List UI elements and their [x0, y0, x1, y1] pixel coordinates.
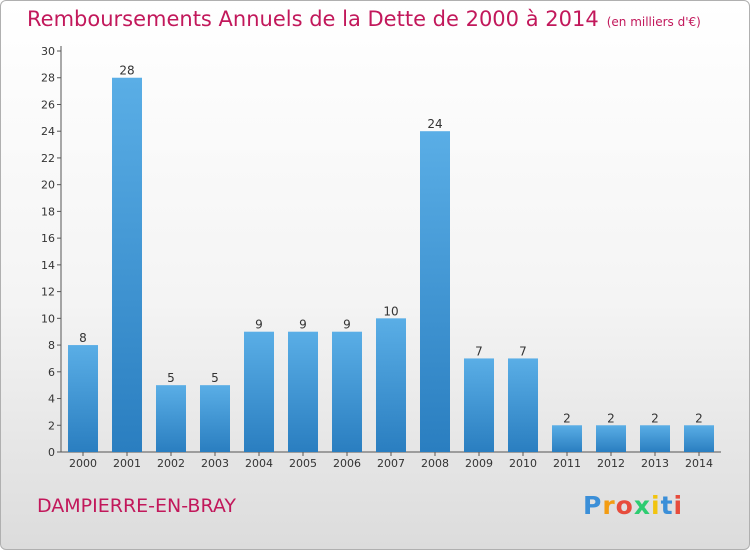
- brand-logo-letter: i: [651, 491, 661, 520]
- brand-logo-letter: i: [673, 491, 684, 520]
- y-tick-label: 12: [41, 286, 55, 299]
- x-tick-label: 2002: [157, 457, 185, 470]
- chart-subtitle: (en milliers d'€): [606, 15, 701, 29]
- bar: [552, 425, 582, 452]
- bar: [244, 331, 274, 452]
- data-label: 5: [167, 371, 175, 385]
- brand-logo-letter: x: [633, 491, 651, 520]
- location-name: DAMPIERRE-EN-BRAY: [37, 495, 237, 517]
- y-tick-label: 0: [48, 446, 55, 459]
- chart-title-main: Remboursements Annuels de la Dette de 20…: [27, 7, 599, 31]
- x-tick-label: 2004: [245, 457, 273, 470]
- data-label: 9: [255, 318, 263, 332]
- brand-logo-letter: t: [660, 491, 674, 520]
- data-label: 2: [651, 411, 659, 425]
- bar: [420, 131, 450, 452]
- data-label: 9: [299, 318, 307, 332]
- y-tick-label: 28: [41, 72, 55, 85]
- bar: [464, 358, 494, 452]
- data-label: 8: [79, 331, 87, 345]
- y-tick-label: 18: [41, 205, 55, 218]
- x-tick-label: 2011: [553, 457, 581, 470]
- x-tick-label: 2010: [509, 457, 537, 470]
- brand-logo: Proxiti: [583, 491, 683, 520]
- bar: [156, 385, 186, 452]
- bar: [640, 425, 670, 452]
- x-tick-label: 2009: [465, 457, 493, 470]
- x-tick-label: 2006: [333, 457, 361, 470]
- y-tick-label: 26: [41, 98, 55, 111]
- brand-logo-letter: r: [602, 491, 616, 520]
- x-tick-label: 2000: [69, 457, 97, 470]
- x-tick-label: 2012: [597, 457, 625, 470]
- bar: [596, 425, 626, 452]
- data-label: 7: [475, 344, 483, 358]
- x-tick-label: 2001: [113, 457, 141, 470]
- x-tick-label: 2005: [289, 457, 317, 470]
- bar: [200, 385, 230, 452]
- data-label: 28: [119, 64, 134, 78]
- data-label: 2: [607, 411, 615, 425]
- bar: [684, 425, 714, 452]
- x-tick-label: 2007: [377, 457, 405, 470]
- data-label: 9: [343, 318, 351, 332]
- x-tick-label: 2008: [421, 457, 449, 470]
- bar: [508, 358, 538, 452]
- y-tick-label: 20: [41, 179, 55, 192]
- data-label: 5: [211, 371, 219, 385]
- x-tick-label: 2003: [201, 457, 229, 470]
- bar: [332, 331, 362, 452]
- y-tick-label: 8: [48, 339, 55, 352]
- data-label: 2: [695, 411, 703, 425]
- y-tick-label: 4: [48, 393, 55, 406]
- bar: [112, 77, 142, 452]
- y-tick-label: 2: [48, 419, 55, 432]
- bar: [68, 345, 98, 452]
- y-tick-label: 16: [41, 232, 55, 245]
- x-tick-label: 2014: [685, 457, 713, 470]
- y-tick-label: 22: [41, 152, 55, 165]
- chart-title: Remboursements Annuels de la Dette de 20…: [27, 7, 701, 31]
- brand-logo-letter: P: [583, 491, 603, 520]
- bar: [288, 331, 318, 452]
- bar: [376, 318, 406, 452]
- data-label: 24: [427, 117, 442, 131]
- brand-logo-letter: o: [615, 491, 634, 520]
- y-tick-label: 24: [41, 125, 55, 138]
- x-tick-label: 2013: [641, 457, 669, 470]
- data-label: 7: [519, 344, 527, 358]
- data-label: 10: [383, 304, 398, 318]
- data-label: 2: [563, 411, 571, 425]
- y-tick-label: 14: [41, 259, 55, 272]
- y-tick-label: 10: [41, 312, 55, 325]
- y-tick-label: 30: [41, 45, 55, 58]
- y-tick-label: 6: [48, 366, 55, 379]
